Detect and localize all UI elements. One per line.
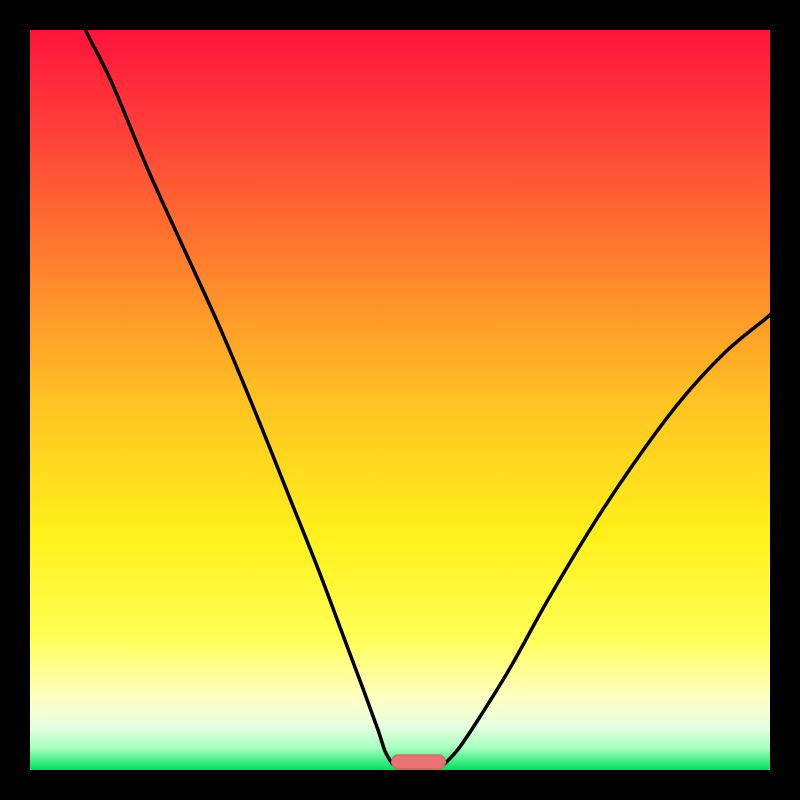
optimal-range-marker [392, 755, 446, 769]
chart-stage: TheBottleneck.com [0, 0, 800, 800]
bottleneck-chart [0, 0, 800, 800]
plot-gradient-background [30, 30, 770, 770]
